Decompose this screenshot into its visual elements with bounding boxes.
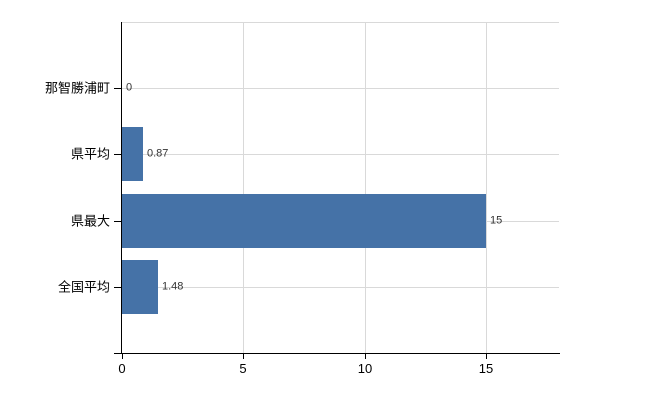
- y-axis-tick: [114, 154, 121, 155]
- y-axis-tick: [114, 287, 121, 288]
- bar: [122, 194, 486, 248]
- plot-top-border: [122, 22, 559, 23]
- x-axis-tick: [243, 354, 244, 359]
- bar: [122, 260, 158, 314]
- value-label: 1.48: [162, 280, 184, 293]
- bar: [122, 127, 143, 181]
- x-tick-label: 15: [478, 361, 494, 376]
- horizontal-gridline: [122, 88, 559, 89]
- y-axis-tick: [114, 221, 121, 222]
- plot-area: 0 那智勝浦町 0.87 県平均 15 県最大 1.48 全国平均 0 5 10 15: [45, 22, 560, 375]
- category-label: 全国平均: [57, 279, 110, 295]
- horizontal-gridline: [122, 154, 559, 155]
- y-axis-line: [121, 22, 122, 354]
- vertical-gridline: [364, 22, 366, 353]
- x-tick-label: 0: [118, 361, 126, 376]
- vertical-gridline: [486, 22, 488, 353]
- value-label: 15: [490, 214, 503, 227]
- category-label: 那智勝浦町: [44, 80, 110, 96]
- x-axis-line: [114, 353, 560, 354]
- category-label: 県平均: [70, 146, 110, 162]
- horizontal-gridline: [122, 287, 559, 288]
- x-tick-label: 10: [357, 361, 373, 376]
- value-label: 0: [126, 81, 133, 94]
- y-axis-tick: [114, 88, 121, 89]
- x-axis-tick: [486, 354, 487, 359]
- vertical-gridline: [243, 22, 245, 353]
- x-axis-tick: [122, 354, 123, 359]
- category-label: 県最大: [70, 213, 110, 229]
- x-axis-tick: [365, 354, 366, 359]
- x-tick-label: 5: [239, 361, 247, 376]
- value-label: 0.87: [147, 147, 169, 160]
